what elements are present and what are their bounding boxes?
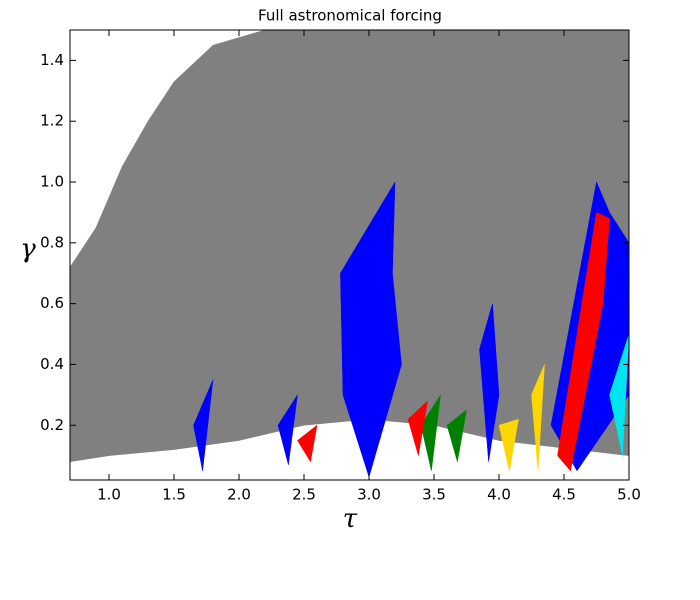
y-tick-label: 0.6 (40, 294, 64, 312)
region (557, 212, 610, 472)
region (193, 379, 214, 471)
region (340, 181, 402, 478)
x-tick-label: 4.5 (552, 486, 576, 504)
region (277, 394, 298, 465)
region (479, 303, 500, 462)
region (446, 409, 467, 462)
x-tick-label: 3.5 (422, 486, 446, 504)
y-tick-label: 1.2 (40, 112, 64, 130)
plot-frame (69, 29, 630, 481)
x-tick-label: 5.0 (617, 486, 641, 504)
region (531, 364, 545, 471)
y-tick-label: 0.8 (40, 233, 64, 251)
chart-title: Full astronomical forcing (258, 7, 442, 25)
x-tick-label: 1.0 (97, 486, 121, 504)
x-axis-label: τ (343, 504, 358, 534)
y-tick-label: 1.0 (40, 173, 64, 191)
x-tick-label: 3.0 (357, 486, 381, 504)
y-axis-label: γ (20, 234, 36, 264)
region (420, 394, 441, 471)
x-tick-label: 2.5 (292, 486, 316, 504)
x-tick-label: 1.5 (162, 486, 186, 504)
region (297, 424, 318, 463)
x-tick-label: 2.0 (227, 486, 251, 504)
y-tick-label: 1.4 (40, 51, 64, 69)
region (407, 400, 428, 456)
region (498, 418, 519, 471)
y-tick-label: 0.4 (40, 355, 64, 373)
y-tick-label: 0.2 (40, 416, 64, 434)
x-tick-label: 4.0 (487, 486, 511, 504)
